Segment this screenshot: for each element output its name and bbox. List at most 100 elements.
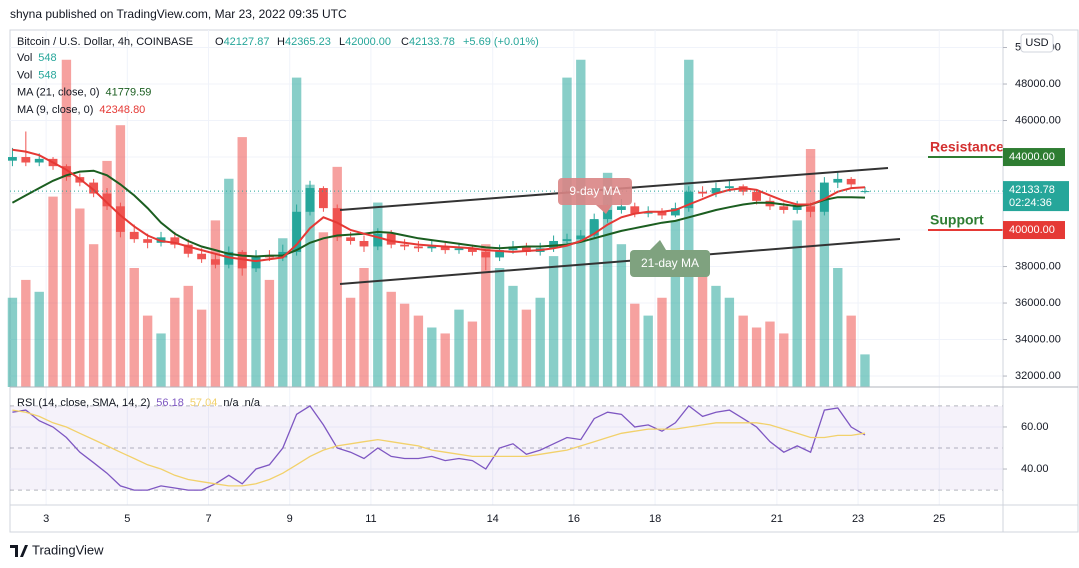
legend-label: MA (9, close, 0): [17, 104, 93, 116]
volume-bar: [264, 279, 275, 387]
candle-body: [698, 191, 708, 194]
candle-body: [413, 246, 423, 249]
x-tick-label: 11: [365, 513, 376, 525]
ohlc-item: C42133.78: [401, 36, 455, 48]
x-tick-label: 14: [487, 513, 499, 525]
rsi-legend-value: 56.18: [156, 397, 184, 409]
ohlc-key: O: [215, 36, 224, 48]
change: +5.69 (+0.01%): [463, 36, 539, 48]
volume-bar: [278, 238, 288, 387]
volume-bar: [61, 59, 72, 387]
last-price-label: 42133.78: [1009, 184, 1055, 196]
volume-bar: [386, 291, 396, 387]
candle-body: [495, 250, 505, 258]
volume-bar: [427, 327, 437, 387]
candle-body: [8, 157, 17, 161]
ohlc-key: C: [401, 36, 409, 48]
volume-bar: [494, 268, 505, 387]
last-price-box: [1003, 181, 1069, 212]
candle-body: [21, 157, 31, 163]
volume-bar: [454, 309, 464, 387]
logo-icon: [10, 545, 28, 557]
candle-body: [684, 191, 694, 209]
volume-bar: [589, 220, 599, 387]
legend-value: 41779.59: [106, 87, 152, 99]
legend: Bitcoin / U.S. Dollar, 4h, COINBASE O421…: [17, 36, 539, 409]
legend-label: Vol: [17, 52, 32, 64]
moving-average-line: [12, 148, 866, 263]
countdown: 02:24:36: [1009, 197, 1052, 209]
currency-box[interactable]: [1020, 33, 1054, 53]
candle-body: [440, 246, 450, 251]
x-tick-label: 3: [43, 513, 49, 525]
volume-bar: [142, 315, 153, 387]
legend-value: 548: [38, 52, 56, 64]
trend-line-lower: [339, 238, 901, 285]
candle-body: [576, 235, 586, 240]
volume-bar: [779, 333, 789, 387]
candle-body: [62, 166, 71, 178]
ohlc-item: O42127.87: [215, 36, 269, 48]
x-tick-label: 16: [568, 513, 580, 525]
candle-body: [210, 259, 220, 265]
volume-bar: [345, 297, 356, 387]
rsi-legend-value: n/a: [223, 397, 239, 409]
level-name: Resistance: [930, 139, 1004, 155]
volume-bar: [7, 297, 18, 387]
volume-bar: [373, 202, 383, 387]
annotation-label: 21-day MA: [641, 256, 699, 270]
x-tick-label: 18: [649, 513, 661, 525]
volume-bar: [846, 315, 856, 387]
volume-bar: [224, 178, 234, 387]
annotation-box: [630, 250, 710, 277]
rsi-line: [12, 409, 866, 487]
volume-bar: [318, 232, 329, 387]
volume-bar: [833, 268, 843, 387]
legend-entry: MA (9, close, 0) 42348.80: [17, 104, 145, 116]
publisher: shyna published on TradingView.com, Mar …: [10, 7, 347, 21]
rsi-legend-value: 57.04: [190, 397, 218, 409]
volume-bar: [684, 59, 694, 387]
rsi-legend-label: RSI (14, close, SMA, 14, 2): [17, 397, 150, 409]
candle-body: [521, 246, 531, 252]
candle-body: [292, 211, 302, 252]
candle-body: [589, 219, 599, 236]
candle-body: [89, 182, 99, 194]
volume-bar: [670, 220, 681, 387]
volume-bar: [129, 268, 139, 387]
candle-body: [860, 191, 870, 193]
y-tick-label: 34000.00: [1015, 333, 1061, 345]
annotation-box: [558, 178, 632, 205]
rsi-legend: RSI (14, close, SMA, 14, 2) 56.18 57.04 n/a…: [17, 397, 261, 409]
volume-bar: [751, 327, 762, 387]
candle-body: [183, 244, 193, 254]
volume-bar: [576, 59, 586, 387]
candle-body: [143, 239, 153, 243]
legend-label: Vol: [17, 69, 32, 81]
candle-body: [170, 237, 180, 245]
volume-bar: [819, 190, 830, 387]
candle-body: [806, 206, 815, 212]
volume-bar: [738, 315, 748, 387]
candle-body: [630, 206, 640, 214]
candle-body: [562, 239, 572, 241]
ohlc-item: H42365.23: [277, 36, 331, 48]
annotation-arrow: [650, 240, 666, 250]
rsi-tick-label: 60.00: [1021, 421, 1049, 433]
legend-entry: Vol 548: [17, 69, 57, 81]
volume-bar: [481, 244, 491, 387]
annotation-arrow: [596, 205, 612, 214]
volume-bar: [102, 160, 112, 387]
y-tick-label: 46000.00: [1015, 114, 1061, 126]
currency: USD: [1025, 37, 1048, 49]
y-tick-label: 32000.00: [1015, 370, 1061, 382]
candle-body: [129, 231, 139, 240]
volume-bar: [440, 333, 450, 387]
candle-body: [116, 206, 125, 232]
candle-body: [752, 191, 761, 201]
y-tick-label: 36000.00: [1015, 297, 1061, 309]
volume-bar: [115, 125, 126, 387]
y-tick-label: 48000.00: [1015, 78, 1061, 90]
volume-bar: [521, 309, 532, 387]
